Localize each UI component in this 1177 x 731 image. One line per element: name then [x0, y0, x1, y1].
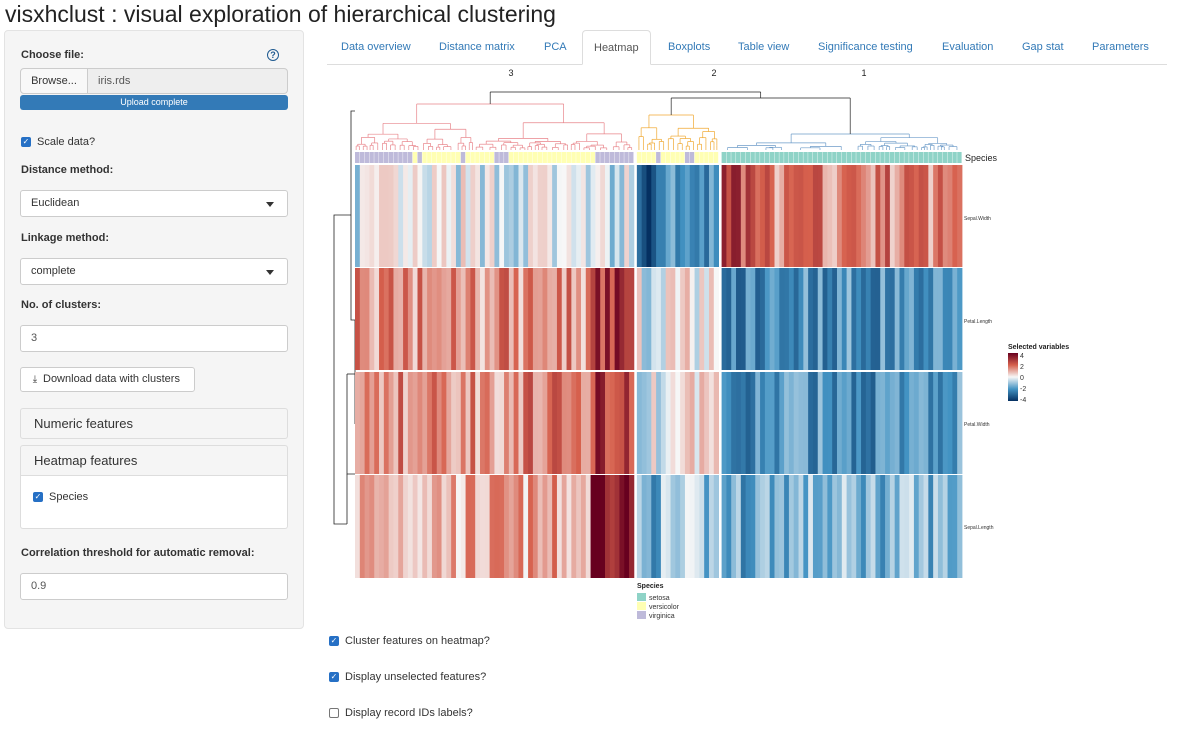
species-legend-label-virginica: virginica	[649, 613, 675, 620]
chevron-down-icon	[266, 202, 274, 207]
tab-gap-stat[interactable]: Gap stat	[1022, 41, 1064, 53]
row-label-petal-length: Petal.Length	[964, 319, 992, 325]
unselected-features-checkbox[interactable]: ✓	[329, 672, 339, 682]
color-legend-tick: 4	[1020, 353, 1024, 360]
linkage-method-value: complete	[31, 265, 76, 277]
species-legend-label-setosa: setosa	[649, 595, 670, 602]
tab-significance-testing[interactable]: Significance testing	[818, 41, 913, 53]
species-checkbox-label: Species	[49, 491, 89, 503]
browse-button[interactable]: Browse...	[20, 68, 88, 94]
choose-file-label: Choose file:	[21, 49, 84, 61]
species-legend: Species setosa versicolor virginica	[637, 583, 680, 620]
record-ids-checkbox-row[interactable]: ✓ Display record IDs labels?	[329, 707, 473, 719]
cluster-label-2: 2	[711, 68, 716, 78]
heatmap-features-label: Heatmap features	[34, 453, 138, 468]
scale-data-checkbox[interactable]: ✓	[21, 137, 31, 147]
species-legend-label-versicolor: versicolor	[649, 604, 680, 611]
unselected-features-checkbox-row[interactable]: ✓ Display unselected features?	[329, 671, 486, 683]
species-checkbox[interactable]: ✓	[33, 492, 43, 502]
linkage-method-select[interactable]: complete	[20, 258, 288, 285]
download-clusters-button[interactable]: ⤓ Download data with clusters	[20, 367, 195, 392]
annotation-title: Species	[965, 153, 998, 163]
cluster-features-label: Cluster features on heatmap?	[345, 635, 490, 647]
row-label-sepal-width: Sepal.Width	[964, 216, 991, 222]
color-legend: Selected variables 4 2 0 -2 -4	[1008, 344, 1069, 404]
species-annotation-bar	[355, 152, 962, 163]
chevron-down-icon	[266, 270, 274, 275]
numeric-features-label: Numeric features	[34, 416, 133, 431]
record-ids-label: Display record IDs labels?	[345, 707, 473, 719]
tab-parameters[interactable]: Parameters	[1092, 41, 1149, 53]
distance-method-value: Euclidean	[31, 197, 80, 209]
color-legend-tick: -2	[1020, 386, 1026, 393]
color-legend-title: Selected variables	[1008, 344, 1069, 351]
record-ids-checkbox[interactable]: ✓	[329, 708, 339, 718]
clusters-input[interactable]: 3	[20, 325, 288, 352]
linkage-method-label: Linkage method:	[21, 232, 110, 244]
tab-pca[interactable]: PCA	[544, 41, 567, 53]
distance-method-label: Distance method:	[21, 164, 114, 176]
species-legend-swatch-virginica	[637, 611, 646, 619]
species-checkbox-row[interactable]: ✓ Species	[33, 491, 88, 503]
clusters-label: No. of clusters:	[21, 299, 102, 311]
file-input[interactable]: Browse... iris.rds	[20, 68, 288, 94]
heatmap-features-panel: ✓ Species	[20, 476, 288, 529]
unselected-features-label: Display unselected features?	[345, 671, 487, 683]
question-circle-icon[interactable]: ?	[267, 49, 279, 61]
tab-evaluation[interactable]: Evaluation	[942, 41, 994, 53]
color-legend-tick: 2	[1020, 364, 1024, 371]
cluster-label-3: 3	[508, 68, 513, 78]
app-title: visxhclust : visual exploration of hiera…	[5, 1, 556, 27]
color-legend-tick: 0	[1020, 375, 1024, 382]
heatmap-features-accordion[interactable]: Heatmap features	[20, 445, 288, 476]
scale-data-label: Scale data?	[37, 136, 96, 148]
numeric-features-accordion[interactable]: Numeric features	[20, 408, 288, 439]
species-legend-swatch-versicolor	[637, 602, 646, 610]
download-button-label: Download data with clusters	[43, 373, 180, 385]
threshold-input[interactable]: 0.9	[20, 573, 288, 600]
file-name-field: iris.rds	[88, 68, 288, 94]
tab-data-overview[interactable]: Data overview	[341, 41, 411, 53]
species-legend-swatch-setosa	[637, 593, 646, 601]
tab-table-view[interactable]: Table view	[738, 41, 790, 53]
main-tabs: Data overview Distance matrix PCA Heatma…	[327, 30, 1167, 65]
threshold-label: Correlation threshold for automatic remo…	[21, 547, 255, 559]
tab-boxplots[interactable]: Boxplots	[668, 41, 711, 53]
upload-progress-bar: Upload complete	[20, 95, 288, 110]
scale-data-checkbox-row[interactable]: ✓ Scale data?	[21, 136, 95, 148]
heatmap-cells	[355, 165, 963, 578]
cluster-features-checkbox[interactable]: ✓	[329, 636, 339, 646]
cluster-features-checkbox-row[interactable]: ✓ Cluster features on heatmap?	[329, 635, 490, 647]
download-icon: ⤓	[32, 374, 38, 385]
cluster-label-1: 1	[861, 68, 866, 78]
tab-distance-matrix[interactable]: Distance matrix	[439, 41, 515, 53]
sidebar-panel: Choose file: ? Browse... iris.rds Upload…	[4, 30, 304, 629]
row-label-sepal-length: Sepal.Length	[964, 525, 994, 531]
row-label-petal-width: Petal.Width	[964, 422, 990, 428]
distance-method-select[interactable]: Euclidean	[20, 190, 288, 217]
column-dendrogram	[355, 91, 958, 150]
color-legend-bar	[1008, 353, 1018, 401]
species-legend-title: Species	[637, 583, 664, 590]
color-legend-tick: -4	[1020, 397, 1026, 404]
heatmap-plot: 3 2 1 Species Sepal.Width Petal.Length P…	[333, 68, 1069, 620]
row-dendrogram	[333, 110, 356, 525]
tab-heatmap[interactable]: Heatmap	[582, 30, 651, 65]
